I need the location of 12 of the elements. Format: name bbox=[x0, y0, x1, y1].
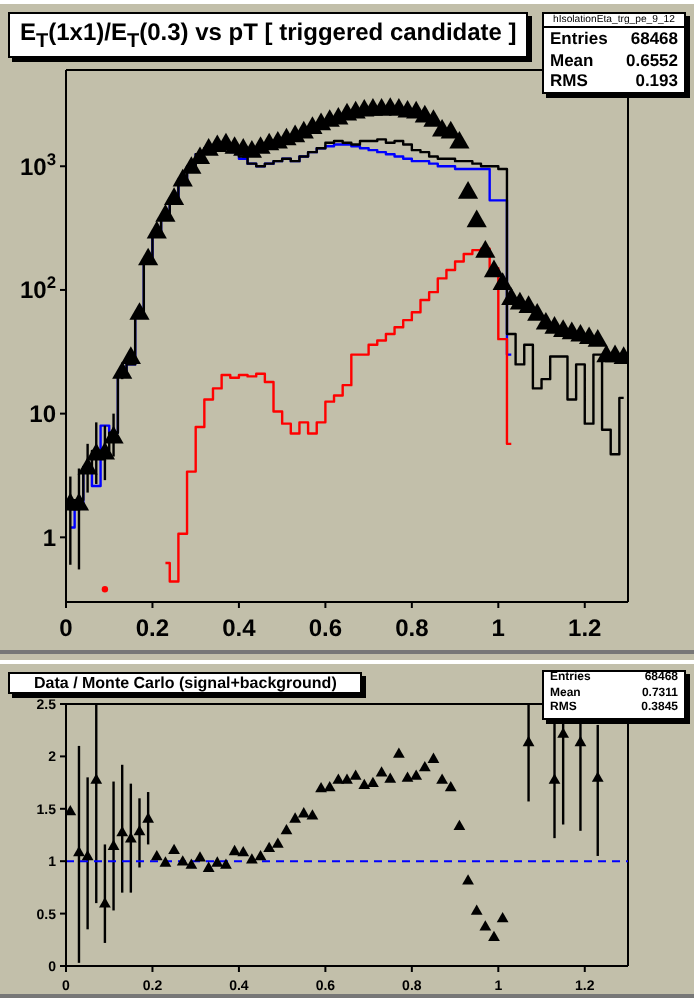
x-tick-label: 0.8 bbox=[395, 614, 430, 642]
y-tick-label: 10$^{3}$ bbox=[19, 148, 57, 181]
x-tick-label: 1.2 bbox=[568, 614, 603, 642]
y-tick-label: 1 bbox=[42, 523, 57, 552]
chart-title: E$_{T}$(1x1)/E$_{T}$(0.3) vs pT [ triggered candidate ] bbox=[8, 12, 529, 59]
x-tick-label: 0.4 bbox=[222, 614, 257, 642]
x-tick-label: 1 bbox=[491, 614, 506, 642]
y-tick-label: 10$^{2}$ bbox=[19, 272, 57, 305]
y-tick-label: 10 bbox=[29, 400, 57, 429]
chart-title: Data / Monte Carlo (signal+background) bbox=[8, 672, 363, 694]
x-tick-label: 0.6 bbox=[308, 614, 343, 642]
x-tick-label: 0.2 bbox=[135, 614, 170, 642]
